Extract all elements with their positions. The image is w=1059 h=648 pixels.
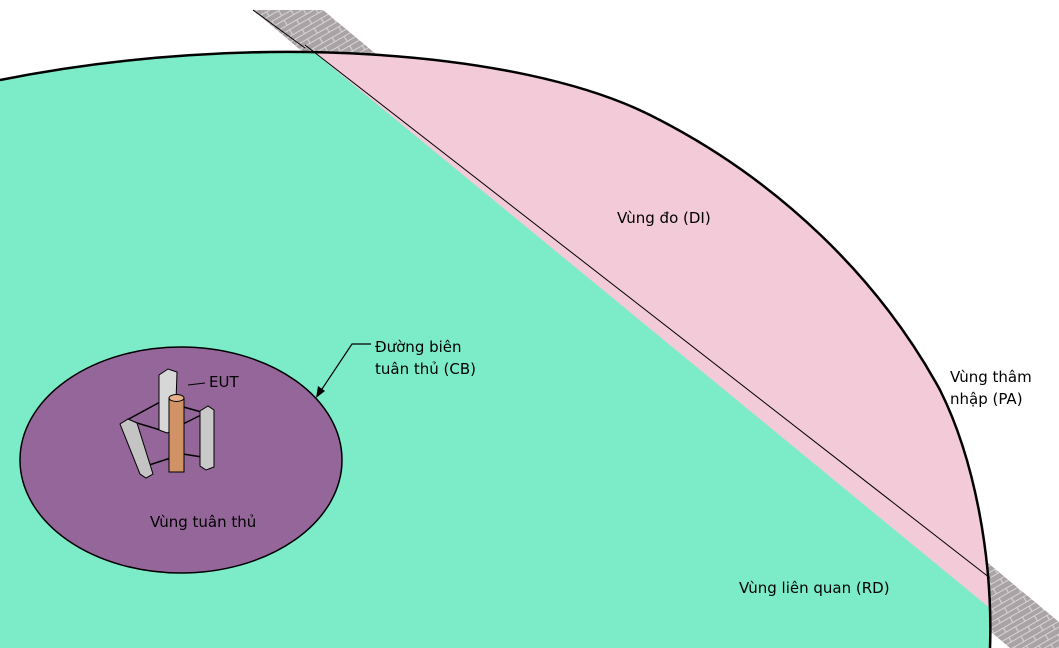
strip-top-edge — [252, 9, 306, 49]
eut-antenna — [119, 368, 215, 479]
antenna-panel-right — [199, 405, 215, 471]
penetration-area-label-line1: Vùng thâm — [950, 368, 1032, 386]
measurement-area-boundary — [304, 44, 991, 579]
antenna-mast-top — [168, 394, 185, 402]
antenna-panel-left — [119, 418, 154, 479]
compliance-boundary-arrowhead — [316, 386, 325, 398]
measurement-area-label: Vùng đo (DI) — [617, 209, 711, 227]
antenna-mast — [168, 397, 185, 473]
relevant-domain-label: Vùng liên quan (RD) — [739, 579, 890, 597]
compliance-boundary-label-line2: tuân thủ (CB) — [375, 360, 476, 378]
compliance-area-label: Vùng tuân thủ — [150, 513, 256, 531]
relevant-domain-outline — [0, 50, 992, 648]
compliance-boundary-pointer — [319, 343, 371, 393]
eut-label: EUT — [209, 373, 239, 391]
penetration-area-label-line2: nhập (PA) — [950, 390, 1023, 408]
compliance-boundary-label-line1: Đường biên — [375, 338, 462, 356]
